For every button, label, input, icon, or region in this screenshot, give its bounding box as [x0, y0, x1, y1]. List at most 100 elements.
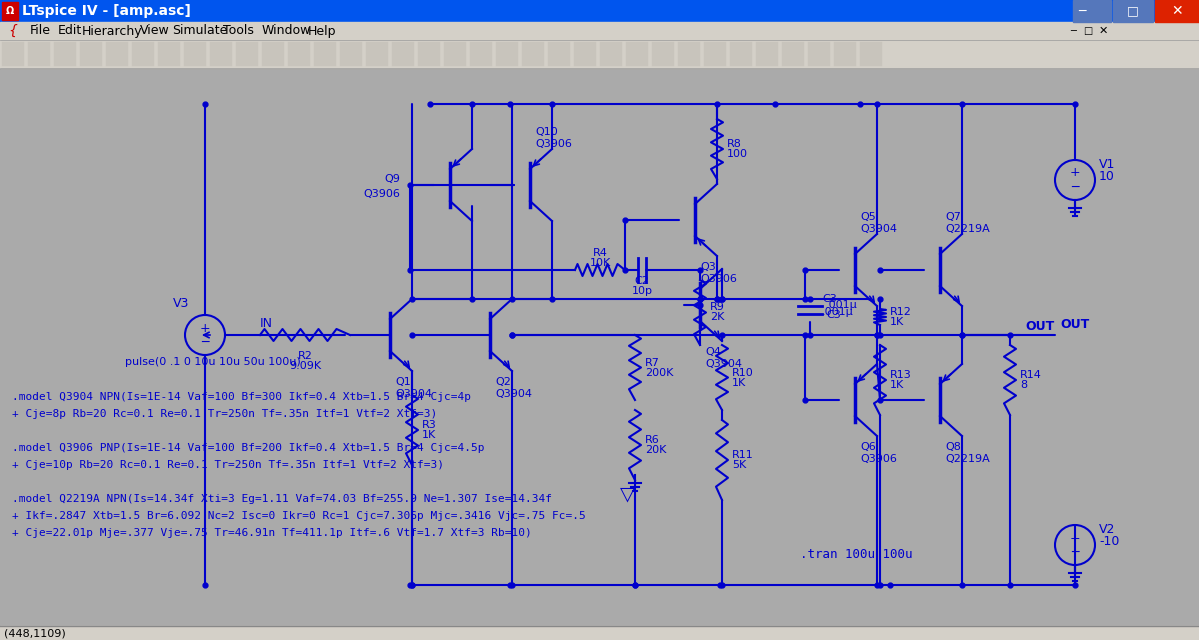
- Text: ─: ─: [1071, 545, 1079, 559]
- Bar: [210, 42, 231, 66]
- Bar: [2, 42, 24, 66]
- Text: .tran 100u 100u: .tran 100u 100u: [800, 548, 912, 561]
- Text: R12: R12: [890, 307, 912, 317]
- Text: pulse(0 .1 0 10u 10u 50u 100u): pulse(0 .1 0 10u 10u 50u 100u): [125, 357, 301, 367]
- Bar: [782, 42, 805, 66]
- Text: 8: 8: [1020, 380, 1028, 390]
- Text: Edit: Edit: [58, 24, 83, 38]
- Text: ✕: ✕: [1098, 26, 1108, 36]
- Bar: [730, 42, 752, 66]
- Bar: [236, 42, 258, 66]
- Text: .001μ: .001μ: [826, 300, 857, 310]
- Text: 1K: 1K: [422, 430, 436, 440]
- Text: Help: Help: [308, 24, 337, 38]
- Bar: [626, 42, 647, 66]
- Bar: [652, 42, 674, 66]
- Text: R6: R6: [645, 435, 659, 445]
- Text: 1K: 1K: [890, 317, 904, 327]
- Bar: [263, 42, 284, 66]
- Text: ▽: ▽: [620, 485, 634, 504]
- Text: (448,1109): (448,1109): [4, 628, 66, 638]
- Bar: [341, 42, 362, 66]
- Text: C3: C3: [826, 310, 840, 320]
- Text: Q3906: Q3906: [860, 454, 897, 464]
- Text: ─: ─: [201, 335, 209, 349]
- Text: File: File: [30, 24, 52, 38]
- Text: + Ikf=.2847 Xtb=1.5 Br=6.092 Nc=2 Isc=0 Ikr=0 Rc=1 Cjc=7.306p Mjc=.3416 Vjc=.75 : + Ikf=.2847 Xtb=1.5 Br=6.092 Nc=2 Isc=0 …: [12, 511, 586, 521]
- Bar: [522, 42, 544, 66]
- Text: Window: Window: [263, 24, 312, 38]
- Bar: [80, 42, 102, 66]
- Text: OUT: OUT: [1060, 318, 1089, 331]
- Text: Q3906: Q3906: [535, 139, 572, 149]
- Text: Ω: Ω: [6, 6, 14, 16]
- Text: Q3904: Q3904: [495, 389, 532, 399]
- Text: Q2219A: Q2219A: [945, 454, 989, 464]
- Text: 100: 100: [727, 149, 748, 159]
- Text: 200K: 200K: [645, 367, 674, 378]
- Text: Q3904: Q3904: [394, 389, 432, 399]
- Text: C2: C2: [634, 276, 650, 286]
- Bar: [366, 42, 388, 66]
- Text: Q4: Q4: [705, 347, 721, 357]
- Text: LTspice IV - [amp.asc]: LTspice IV - [amp.asc]: [22, 4, 191, 18]
- Bar: [392, 42, 414, 66]
- Text: 2K: 2K: [710, 312, 724, 323]
- Text: Hierarchy: Hierarchy: [82, 24, 143, 38]
- Bar: [574, 42, 596, 66]
- Bar: [0, 22, 1199, 40]
- Text: 1K: 1K: [890, 380, 904, 390]
- Text: Q2: Q2: [495, 377, 511, 387]
- Text: Q9: Q9: [384, 174, 400, 184]
- Text: V1: V1: [1099, 158, 1115, 171]
- Bar: [548, 42, 570, 66]
- Text: Q10: Q10: [535, 127, 558, 137]
- Text: R14: R14: [1020, 370, 1042, 380]
- Bar: [0, 626, 1199, 640]
- Text: R8: R8: [727, 139, 742, 149]
- Text: Q5: Q5: [860, 212, 875, 222]
- Text: +: +: [1070, 166, 1080, 179]
- Text: .model Q2219A NPN(Is=14.34f Xti=3 Eg=1.11 Vaf=74.03 Bf=255.9 Ne=1.307 Ise=14.34f: .model Q2219A NPN(Is=14.34f Xti=3 Eg=1.1…: [12, 494, 552, 504]
- Text: Simulate: Simulate: [171, 24, 228, 38]
- Text: ─: ─: [1078, 4, 1086, 17]
- Text: +: +: [1070, 531, 1080, 545]
- Bar: [288, 42, 311, 66]
- Bar: [1113, 0, 1153, 22]
- Text: R3: R3: [422, 420, 436, 430]
- Text: Q2219A: Q2219A: [945, 224, 989, 234]
- Text: IN: IN: [260, 317, 273, 330]
- Bar: [54, 42, 76, 66]
- Bar: [496, 42, 518, 66]
- Text: {: {: [8, 24, 17, 38]
- Text: R11: R11: [733, 450, 754, 460]
- Bar: [2, 2, 18, 20]
- Text: V2: V2: [1099, 523, 1115, 536]
- Text: ─: ─: [1070, 26, 1076, 36]
- Text: .001μ: .001μ: [823, 307, 854, 317]
- Text: +: +: [200, 321, 210, 335]
- Bar: [835, 42, 856, 66]
- Text: R10: R10: [733, 367, 754, 378]
- Text: R13: R13: [890, 370, 911, 380]
- Text: + Cje=22.01p Mje=.377 Vje=.75 Tr=46.91n Tf=411.1p Itf=.6 Vtf=1.7 Xtf=3 Rb=10): + Cje=22.01p Mje=.377 Vje=.75 Tr=46.91n …: [12, 528, 531, 538]
- Bar: [418, 42, 440, 66]
- Bar: [444, 42, 466, 66]
- Text: OUT: OUT: [1025, 320, 1054, 333]
- Text: C3: C3: [823, 294, 837, 304]
- Text: -10: -10: [1099, 535, 1120, 548]
- Text: 1K: 1K: [733, 378, 746, 387]
- Text: R9: R9: [710, 303, 725, 312]
- Bar: [1155, 0, 1199, 22]
- Text: 10: 10: [1099, 170, 1115, 183]
- Bar: [860, 42, 882, 66]
- Bar: [183, 42, 206, 66]
- Text: □: □: [1084, 26, 1092, 36]
- Bar: [0, 0, 1199, 22]
- Bar: [0, 68, 1199, 626]
- Text: V3: V3: [173, 297, 189, 310]
- Bar: [106, 42, 128, 66]
- Bar: [158, 42, 180, 66]
- Text: R7: R7: [645, 358, 659, 367]
- Text: ─: ─: [1071, 180, 1079, 193]
